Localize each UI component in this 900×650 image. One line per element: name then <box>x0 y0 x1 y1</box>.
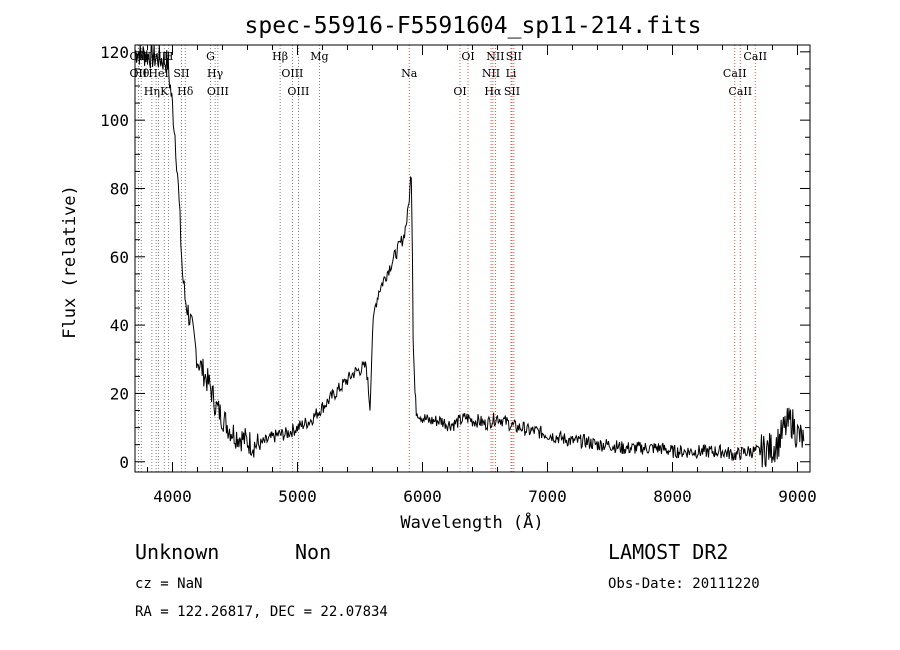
spectral-line-label: NII <box>486 50 504 63</box>
spectral-line-label: HeI <box>148 67 168 80</box>
x-tick-label: 9000 <box>778 487 817 506</box>
spectral-line-label: Na <box>401 67 418 80</box>
spectral-line-label: OII <box>130 67 148 80</box>
y-tick-label: 40 <box>110 316 129 335</box>
spectrum-series-line <box>134 44 805 468</box>
spectral-line-label: Hδ <box>177 85 194 98</box>
redshift-cz-text: cz = NaN <box>135 576 203 592</box>
x-tick-label: 5000 <box>278 487 317 506</box>
y-axis-label: Flux (relative) <box>60 185 80 339</box>
chart-title: spec-55916-F5591604_sp11-214.fits <box>245 13 702 39</box>
plot-frame <box>134 44 811 473</box>
x-tick-label: 4000 <box>153 487 192 506</box>
spectral-line-label: G <box>206 50 215 63</box>
spectral-line-label: Hθ <box>133 67 150 80</box>
spectral-line-label: CaII <box>728 85 752 98</box>
spectral-line-label: SII <box>173 67 189 80</box>
spectral-line-label: CaII <box>723 67 747 80</box>
x-tick-label: 7000 <box>528 487 567 506</box>
spectral-line-label: OIII <box>207 85 229 98</box>
spectral-line-label: NII <box>482 67 500 80</box>
survey-label: LAMOST DR2 <box>608 540 729 564</box>
spectral-line-label: SII <box>504 85 520 98</box>
spectral-line-label: OIII <box>287 85 309 98</box>
spectral-line-label: Hβ <box>272 50 288 63</box>
spectral-line-label: Hα <box>484 85 502 98</box>
coordinates-text: RA = 122.26817, DEC = 22.07834 <box>135 604 388 620</box>
spectral-line-label: K <box>160 85 169 98</box>
spectral-line-label: Hγ <box>207 67 224 80</box>
spectral-line-markers <box>137 45 756 472</box>
spectral-line-label: OIII <box>281 67 303 80</box>
spectral-line-label: OI <box>461 50 474 63</box>
y-tick-label: 80 <box>110 179 129 198</box>
y-axis-ticks: 0 20 40 60 80 100 120 <box>100 43 810 472</box>
y-tick-label: 60 <box>110 248 129 267</box>
spectral-line-label: SII <box>506 50 522 63</box>
spectral-line-label: Li <box>506 67 517 80</box>
spectral-line-label: H <box>164 50 174 63</box>
y-tick-label: 100 <box>100 111 129 130</box>
observation-date-text: Obs-Date: 20111220 <box>608 576 760 592</box>
spectral-line-label: CaII <box>743 50 767 63</box>
object-class-text: Unknown <box>135 540 220 564</box>
object-subclass-text: Non <box>295 540 332 564</box>
spectral-line-label: Hη <box>144 85 160 98</box>
y-tick-label: 0 <box>119 453 129 472</box>
x-tick-label: 8000 <box>653 487 692 506</box>
y-tick-label: 120 <box>100 43 129 62</box>
x-axis-ticks: 4000 5000 6000 7000 8000 9000 <box>147 45 817 506</box>
y-tick-label: 20 <box>110 384 129 403</box>
x-tick-label: 6000 <box>403 487 442 506</box>
spectral-line-labels: OIIOIIHθHηNeIIIHeIKHSIIHδGHγOIIIHβOIIIOI… <box>130 50 768 98</box>
x-axis-label: Wavelength (Å) <box>400 511 543 533</box>
spectral-line-label: OI <box>453 85 466 98</box>
spectral-line-label: Mg <box>310 50 328 63</box>
